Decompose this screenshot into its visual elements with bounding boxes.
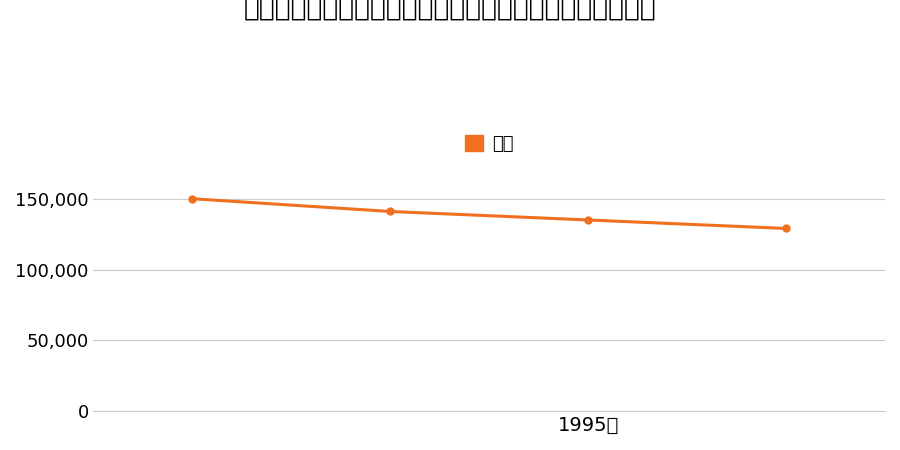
Text: 埼玉県比企郡小川町大字大塚字上宿１６１番３の地価推移: 埼玉県比企郡小川町大字大塚字上宿１６１番３の地価推移 <box>244 0 656 22</box>
価格 <box>780 226 791 231</box>
価格 <box>385 209 396 214</box>
価格 <box>583 217 594 223</box>
Legend: 価格: 価格 <box>458 128 521 161</box>
価格 <box>187 196 198 202</box>
Line: 価格: 価格 <box>189 195 789 232</box>
